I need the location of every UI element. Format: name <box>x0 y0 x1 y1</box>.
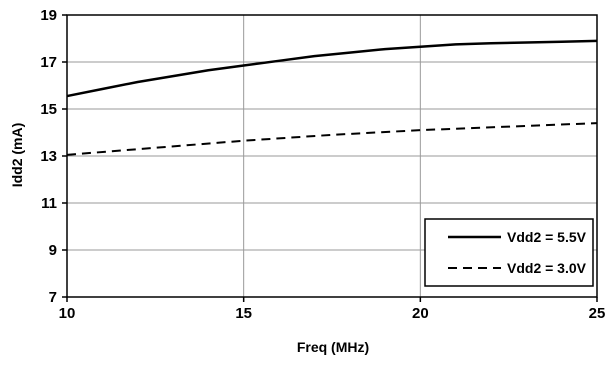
y-tick-label: 11 <box>41 195 57 212</box>
legend-label-vdd2-3-0v: Vdd2 = 3.0V <box>507 260 587 276</box>
y-tick-label: 13 <box>40 148 57 165</box>
legend-box <box>424 218 594 287</box>
y-tick-labels: 7 9 11 13 15 17 19 <box>40 7 67 306</box>
legend: Vdd2 = 5.5V Vdd2 = 3.0V <box>424 218 594 287</box>
x-tick-label: 15 <box>235 305 252 322</box>
x-tick-label: 25 <box>589 305 606 322</box>
x-axis-title: Freq (MHz) <box>297 339 369 355</box>
y-tick-label: 15 <box>40 101 57 118</box>
x-tick-label: 20 <box>412 305 429 322</box>
series-line-0 <box>66 39 598 98</box>
y-tick-label: 17 <box>40 54 57 71</box>
y-tick-label: 7 <box>49 289 57 306</box>
series-layer <box>66 39 598 156</box>
legend-label-vdd2-5-5v: Vdd2 = 5.5V <box>507 229 587 245</box>
y-tick-label: 19 <box>40 7 57 24</box>
x-tick-labels: 10 15 20 25 <box>59 297 606 322</box>
x-tick-label: 10 <box>59 305 76 322</box>
series-line-1 <box>66 122 598 156</box>
y-tick-label: 9 <box>49 242 57 259</box>
y-axis-title: Idd2 (mA) <box>9 123 25 188</box>
